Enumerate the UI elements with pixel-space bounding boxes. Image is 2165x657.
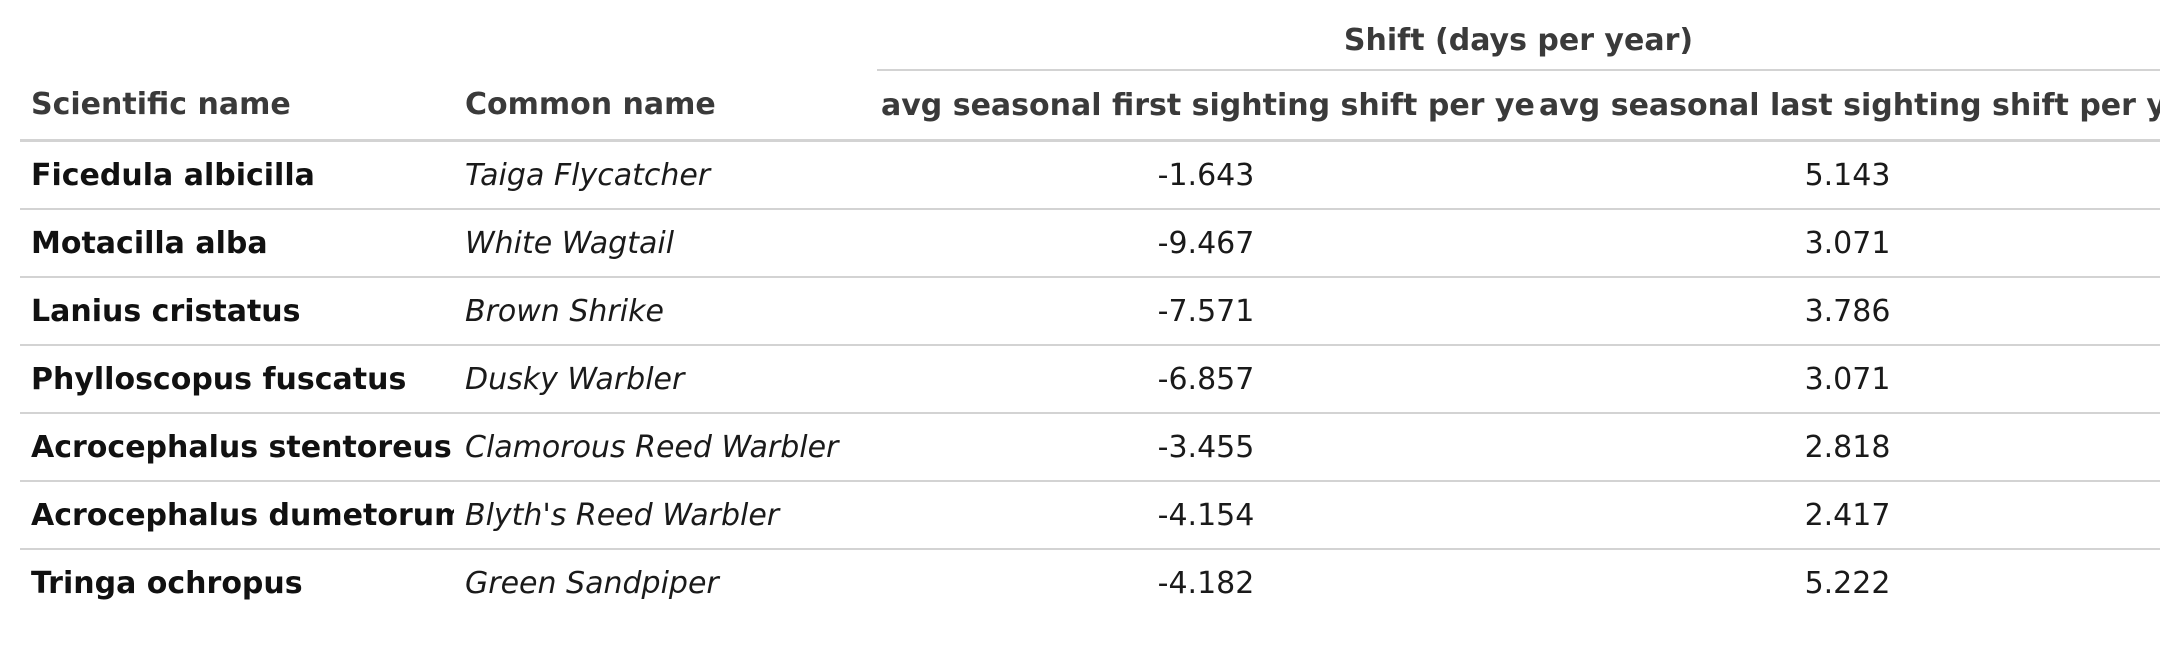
last-shift-cell: 5.222: [1804, 565, 1891, 601]
scientific-name-cell: Lanius cristatus: [20, 277, 454, 346]
table-row: Tringa ochropus Green Sandpiper -4.182 5…: [20, 549, 2160, 616]
species-shift-table: Shift (days per year) Scientific name Co…: [20, 12, 2161, 617]
common-name-cell: Clamorous Reed Warbler: [454, 413, 877, 482]
column-header-scientific-name: Scientific name: [20, 70, 454, 142]
first-shift-cell: -9.467: [877, 209, 1535, 278]
first-shift-cell: -4.182: [1157, 565, 1255, 601]
column-header-last-sighting-shift: avg seasonal last sighting shift per yea…: [1535, 70, 2161, 142]
table-row: Ficedula albicilla Taiga Flycatcher -1.6…: [20, 140, 2161, 210]
column-header-row: Scientific name Common name avg seasonal…: [20, 70, 2161, 142]
scientific-name-cell: Ficedula albicilla: [20, 140, 454, 210]
common-name-cell: White Wagtail: [454, 209, 877, 278]
last-shift-cell: 2.417: [1535, 481, 2161, 550]
column-header-first-sighting-shift: avg seasonal first sighting shift per ye…: [877, 70, 1535, 142]
table-row: Acrocephalus stentoreus Clamorous Reed W…: [20, 413, 2161, 482]
shift-spanner-label: Shift (days per year): [877, 12, 2161, 71]
last-shift-cell: 2.818: [1535, 413, 2161, 482]
table-header: Shift (days per year) Scientific name Co…: [20, 12, 2161, 142]
table-row: Phylloscopus fuscatus Dusky Warbler -6.8…: [20, 345, 2161, 414]
column-header-common-name: Common name: [454, 70, 877, 142]
scientific-name-cell: Acrocephalus dumetorum: [20, 481, 454, 550]
first-shift-cell: -7.571: [877, 277, 1535, 346]
last-shift-cell: 3.786: [1535, 277, 2161, 346]
first-shift-cell: -1.643: [877, 140, 1535, 210]
spanner-empty-cell: [454, 12, 877, 70]
table-row: Lanius cristatus Brown Shrike -7.571 3.7…: [20, 277, 2161, 346]
common-name-cell: Taiga Flycatcher: [454, 140, 877, 210]
common-name-cell: Blyth's Reed Warbler: [454, 481, 877, 550]
last-shift-cell: 3.071: [1535, 209, 2161, 278]
column-spanner-row: Shift (days per year): [20, 12, 2161, 71]
table-row: Acrocephalus dumetorum Blyth's Reed Warb…: [20, 481, 2161, 550]
first-shift-cell: -3.455: [877, 413, 1535, 482]
scientific-name-cell: Acrocephalus stentoreus: [20, 413, 454, 482]
first-shift-cell: -6.857: [877, 345, 1535, 414]
common-name-cell: Green Sandpiper: [465, 565, 719, 601]
scientific-name-cell: Motacilla alba: [20, 209, 454, 278]
species-shift-table-container: Shift (days per year) Scientific name Co…: [20, 12, 2161, 617]
last-shift-cell: 3.071: [1535, 345, 2161, 414]
scientific-name-cell: Phylloscopus fuscatus: [20, 345, 454, 414]
common-name-cell: Dusky Warbler: [454, 345, 877, 414]
scientific-name-cell: Tringa ochropus: [31, 565, 303, 601]
table-row: Motacilla alba White Wagtail -9.467 3.07…: [20, 209, 2161, 278]
first-shift-cell: -4.154: [877, 481, 1535, 550]
spanner-empty-cell: [20, 12, 454, 70]
common-name-cell: Brown Shrike: [454, 277, 877, 346]
last-shift-cell: 5.143: [1535, 140, 2161, 210]
table-body: Ficedula albicilla Taiga Flycatcher -1.6…: [20, 140, 2161, 617]
